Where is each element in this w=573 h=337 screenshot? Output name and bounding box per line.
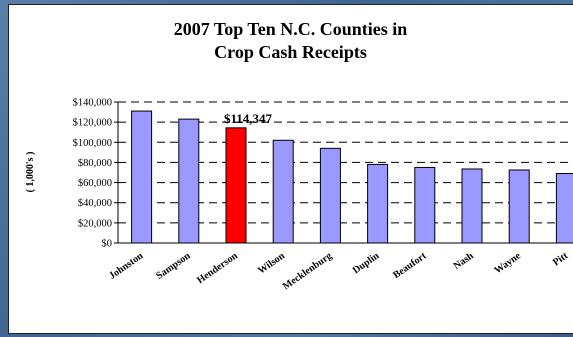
bar-pitt xyxy=(555,173,573,244)
chart-title-line2: Crop Cash Receipts xyxy=(214,42,367,62)
chart-title-line1: 2007 Top Ten N.C. Counties in xyxy=(173,19,408,39)
x-tick-label: Sampson xyxy=(154,250,193,282)
bar-johnston xyxy=(131,110,153,244)
bar-henderson xyxy=(225,127,247,244)
y-tick-label: $140,000 xyxy=(73,98,112,109)
bar-nash xyxy=(461,168,483,244)
x-tick-label: Duplin xyxy=(351,250,382,276)
y-tick-label: $100,000 xyxy=(73,138,112,149)
x-tick-label: Pitt xyxy=(551,250,571,268)
x-tick-label: Wilson xyxy=(256,250,287,276)
bar-beaufort xyxy=(414,166,436,244)
y-tick-label: $40,000 xyxy=(78,198,112,209)
bar-wayne xyxy=(508,169,530,244)
x-tick-label: Johnston xyxy=(107,250,146,282)
x-tick-label: Mecklenburg xyxy=(281,250,334,292)
x-tick-label: Henderson xyxy=(195,250,240,286)
x-tick-label: Wayne xyxy=(492,250,523,276)
bar-sampson xyxy=(178,118,200,244)
y-tick-label: $20,000 xyxy=(78,218,112,229)
y-tick-label: $0 xyxy=(102,239,113,250)
bar-duplin xyxy=(367,163,389,244)
y-tick-label: $80,000 xyxy=(78,158,112,169)
y-tick-label: $120,000 xyxy=(73,118,112,129)
highlight-data-label: $114,347 xyxy=(224,111,273,126)
chart-title: 2007 Top Ten N.C. Counties in Crop Cash … xyxy=(8,18,573,64)
x-tick-label: Nash xyxy=(452,250,476,272)
y-axis-label: ( 1,000's ) xyxy=(25,152,36,193)
bar-mecklenburg xyxy=(319,147,341,244)
x-tick-label: Beaufort xyxy=(391,250,429,281)
bar-wilson xyxy=(272,139,294,244)
y-tick-label: $60,000 xyxy=(78,178,112,189)
